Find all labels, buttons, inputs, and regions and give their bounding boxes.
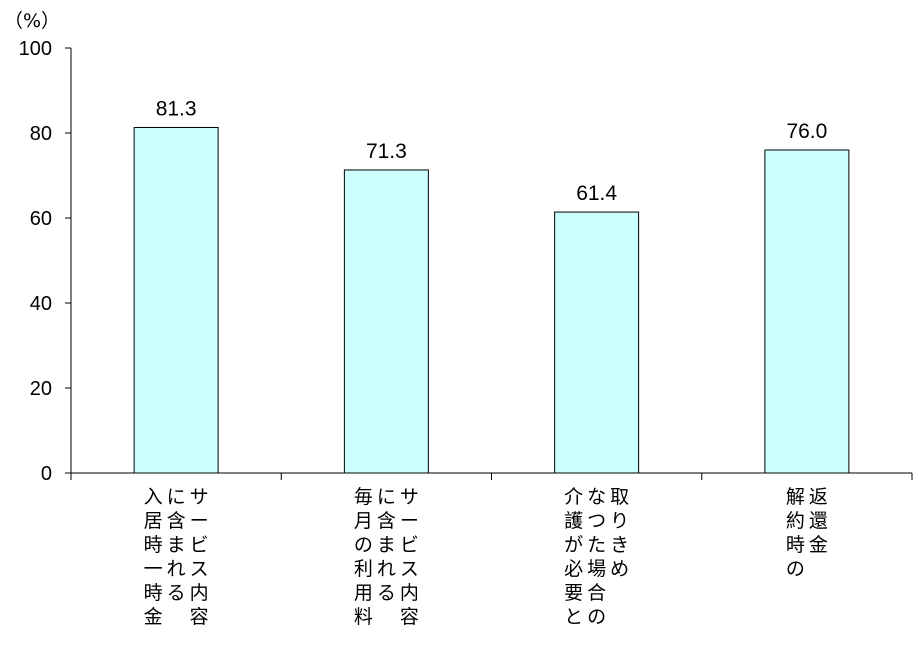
- category-label-char: 時: [786, 534, 805, 556]
- category-label-char: り: [610, 510, 629, 532]
- bar: [133, 126, 219, 474]
- category-label-char: 場: [587, 558, 606, 580]
- bar-value-label: 76.0: [786, 120, 827, 143]
- category-label-char: 還: [809, 510, 828, 532]
- category-label-char: な: [587, 486, 606, 508]
- category-label-char: 利: [354, 558, 373, 580]
- category-label-char: れ: [377, 558, 396, 580]
- category-label-char: つ: [587, 510, 606, 532]
- category-label-char: 要: [564, 582, 583, 604]
- category-label-char: 約: [786, 510, 805, 532]
- category-label-char: ま: [377, 534, 396, 556]
- category-label-char: た: [587, 534, 606, 556]
- category-label-char: の: [786, 558, 805, 580]
- bar-value-label: 81.3: [156, 97, 197, 120]
- category-label-char: 一: [144, 558, 163, 580]
- category-label-char: 内: [400, 582, 419, 604]
- category-label-char: 金: [144, 606, 163, 628]
- category-label-char: 毎: [354, 486, 373, 508]
- y-tick-label: 100: [19, 38, 52, 60]
- category-label-char: れ: [167, 558, 186, 580]
- bar-value-label: 61.4: [576, 182, 617, 205]
- y-tick-label: 20: [30, 378, 52, 400]
- category-label-char: ま: [167, 534, 186, 556]
- category-label-char: 返: [809, 486, 828, 508]
- y-axis-unit-label: （%）: [4, 10, 60, 32]
- category-label-char: ス: [400, 558, 419, 580]
- bar: [554, 211, 640, 474]
- category-label-char: 容: [400, 606, 419, 628]
- category-label-char: 内: [190, 582, 209, 604]
- x-axis-separators: [70, 473, 913, 480]
- category-label-char: の: [354, 534, 373, 556]
- bars: [133, 126, 850, 474]
- category-label-char: 時: [144, 582, 163, 604]
- y-tick-label: 40: [30, 293, 52, 315]
- category-label-char: ス: [190, 558, 209, 580]
- category-label-char: 含: [167, 510, 186, 532]
- category-label-char: 必: [564, 558, 583, 580]
- category-label-char: 入: [144, 486, 163, 508]
- category-label-char: る: [167, 582, 186, 604]
- category-label-char: と: [564, 606, 583, 628]
- category-label-char: サ: [400, 486, 419, 508]
- category-label-char: が: [564, 534, 583, 556]
- category-label-char: 居: [144, 510, 163, 532]
- category-label-char: 護: [564, 510, 583, 532]
- category-label-char: る: [377, 582, 396, 604]
- category-label-char: ー: [400, 510, 419, 532]
- bar-value-label: 71.3: [366, 140, 407, 163]
- category-label-char: 金: [809, 534, 828, 556]
- category-label-char: 月: [354, 510, 373, 532]
- y-tick-label: 80: [30, 123, 52, 145]
- category-label-char: き: [610, 534, 629, 556]
- category-label-char: の: [587, 606, 606, 628]
- category-label-char: 介: [564, 486, 583, 508]
- bar: [764, 149, 850, 474]
- bar: [343, 169, 429, 474]
- category-label-char: に: [167, 486, 186, 508]
- category-label-char: 容: [190, 606, 209, 628]
- category-label-char: 料: [354, 606, 373, 628]
- category-label-char: サ: [190, 486, 209, 508]
- category-label-char: ビ: [190, 534, 209, 556]
- category-label-char: に: [377, 486, 396, 508]
- category-label-char: ー: [190, 510, 209, 532]
- y-axis-ticks: 0 20 40 60 80 100: [19, 38, 71, 485]
- category-label-char: 含: [377, 510, 396, 532]
- category-label-char: め: [610, 558, 629, 580]
- category-label-char: 取: [610, 486, 629, 508]
- y-tick-label: 0: [41, 463, 52, 485]
- category-label-char: 用: [354, 582, 373, 604]
- category-label-char: 解: [786, 486, 805, 508]
- category-labels: サービス内容に含まれる入居時一時金サービス内容に含まれる毎月の利用料取りきめなつ…: [144, 486, 828, 628]
- value-labels: 81.3 71.3 61.4 76.0: [156, 97, 828, 205]
- category-label-char: ビ: [400, 534, 419, 556]
- y-tick-label: 60: [30, 208, 52, 230]
- category-label-char: 時: [144, 534, 163, 556]
- category-label-char: 合: [587, 582, 606, 604]
